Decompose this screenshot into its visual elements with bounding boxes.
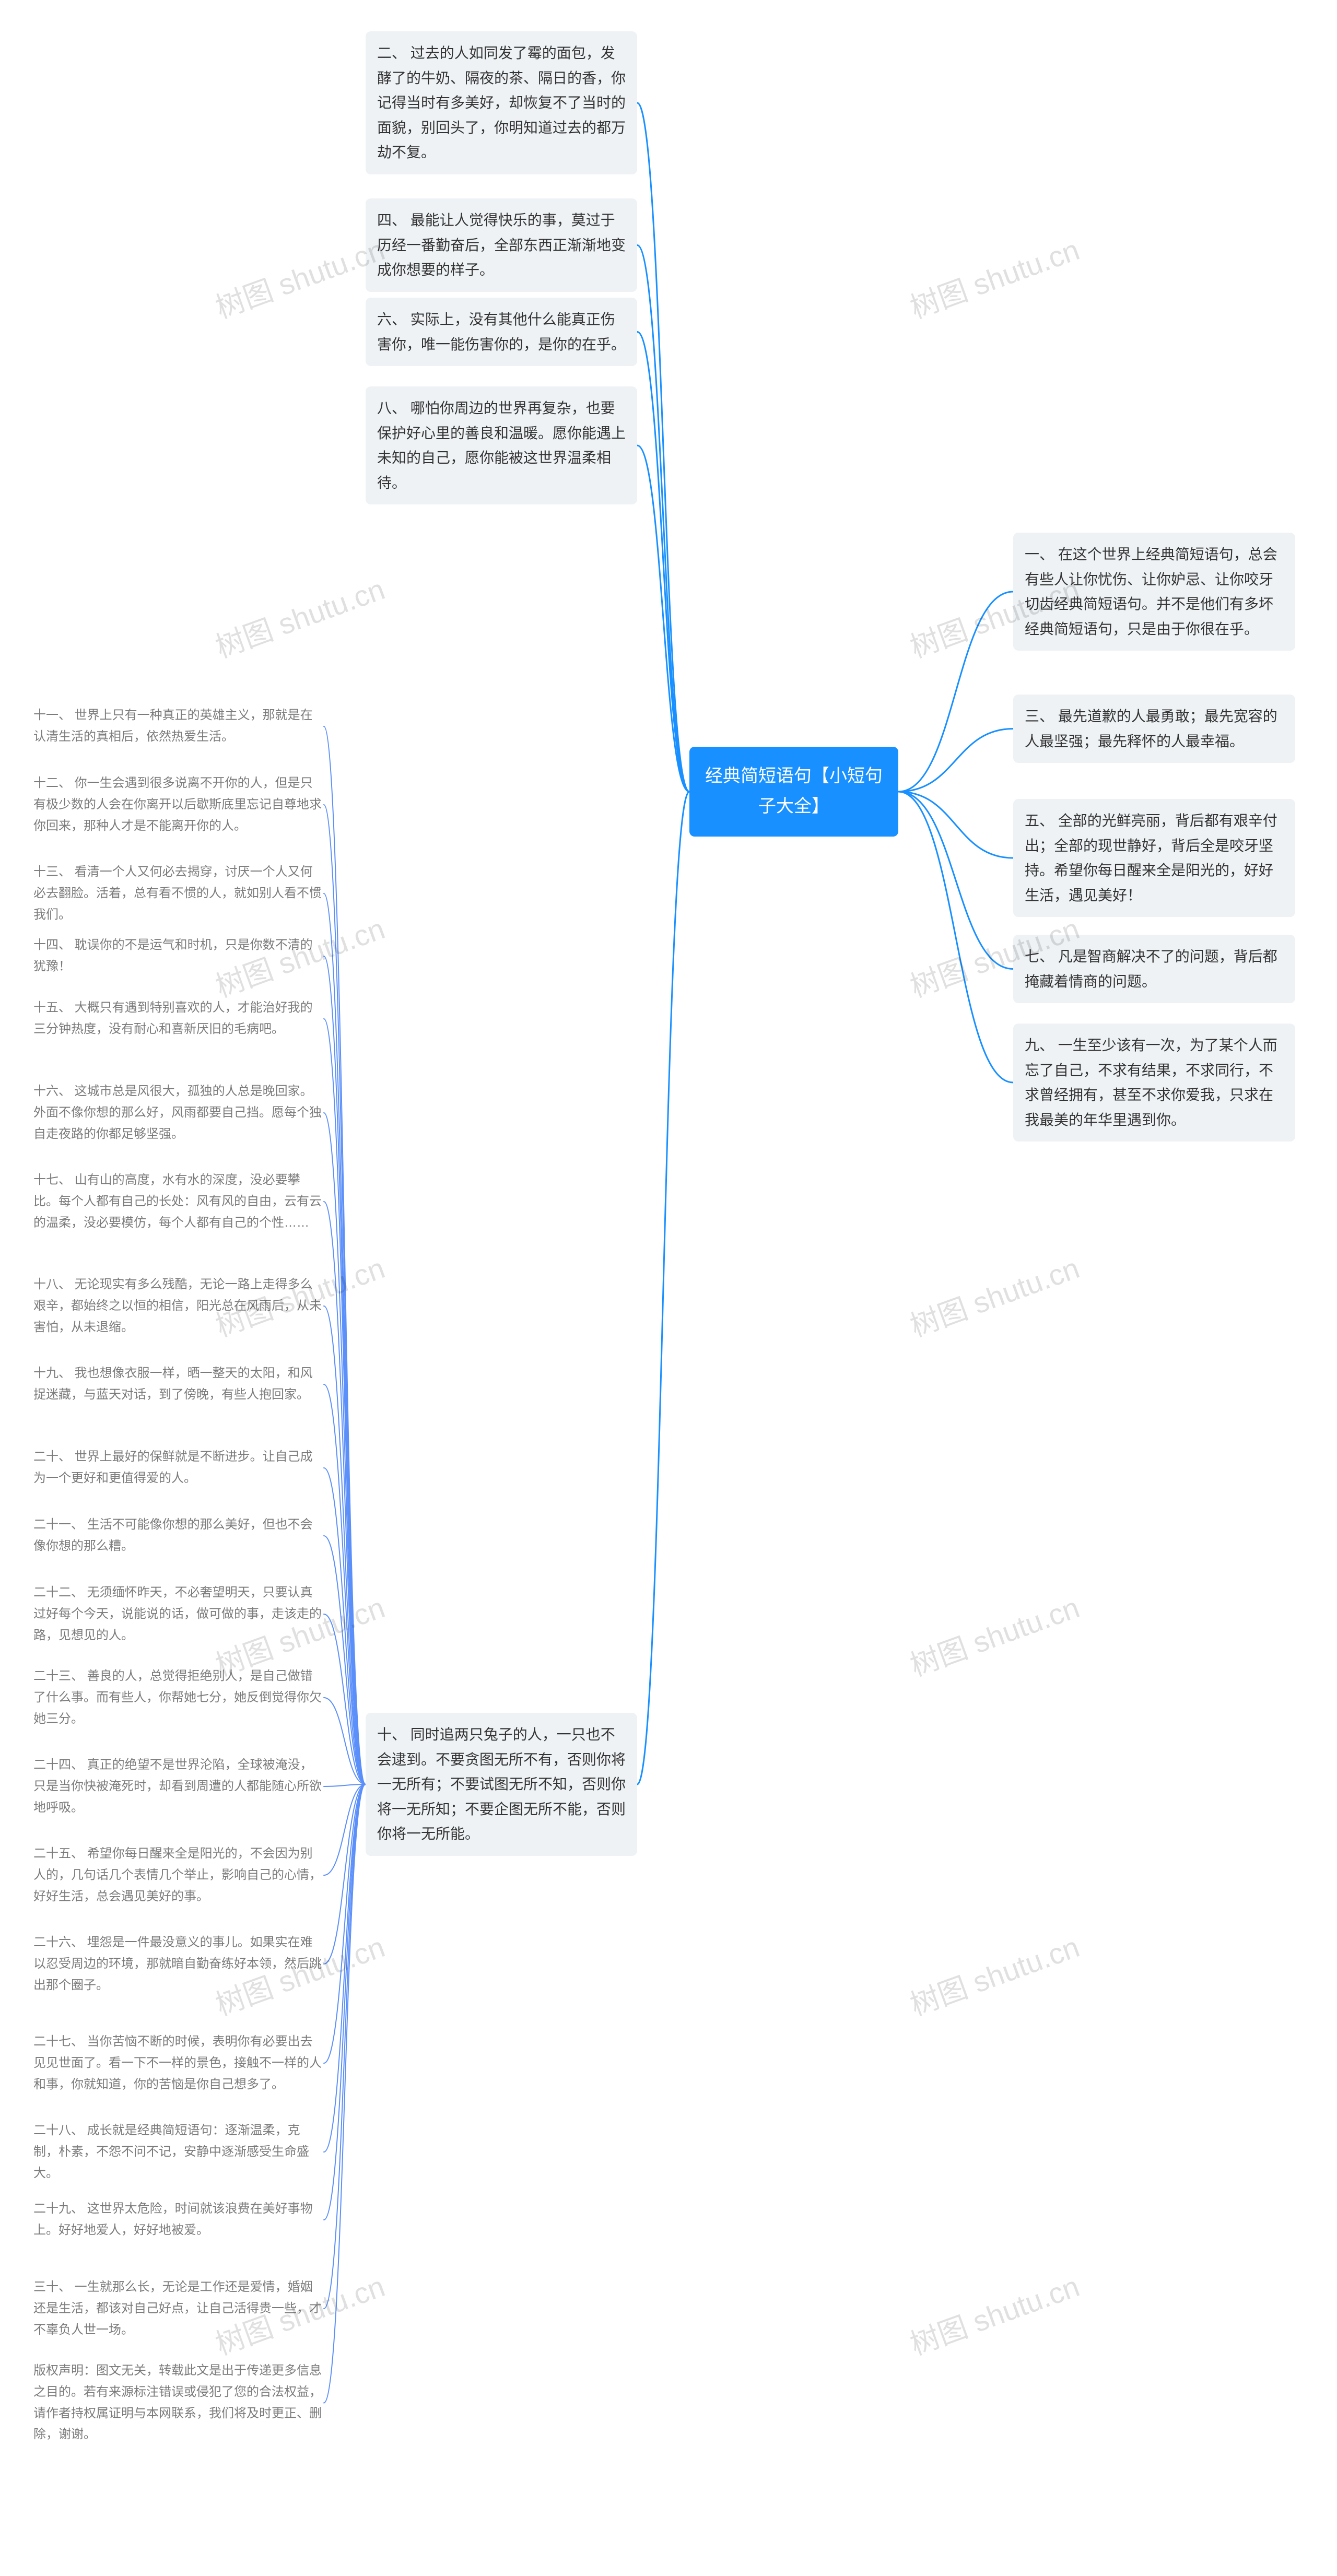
left-node-text: 十六、 这城市总是风很大，孤独的人总是晚回家。外面不像你想的那么好，风雨都要自己… — [33, 1084, 322, 1141]
center-title: 经典简短语句【小短句子大全】 — [705, 766, 883, 816]
left-node-text: 十五、 大概只有遇到特别喜欢的人，才能治好我的三分钟热度，没有耐心和喜新厌旧的毛… — [33, 1001, 313, 1036]
mid-node-text: 六、 实际上，没有其他什么能真正伤害你，唯一能伤害你的，是你的在乎。 — [377, 311, 626, 352]
left-node: 十二、 你一生会遇到很多说离不开你的人，但是只有极少数的人会在你离开以后歇斯底里… — [31, 768, 324, 842]
right-node: 七、 凡是智商解决不了的问题，背后都掩藏着情商的问题。 — [1013, 935, 1295, 1003]
mid-node: 二、 过去的人如同发了霉的面包，发酵了的牛奶、隔夜的茶、隔日的香，你记得当时有多… — [366, 31, 637, 174]
left-node-text: 二十九、 这世界太危险，时间就该浪费在美好事物上。好好地爱人，好好地被爱。 — [33, 2202, 313, 2237]
watermark: 树图 shutu.cn — [904, 227, 1085, 327]
left-node-text: 十一、 世界上只有一种真正的英雄主义，那就是在认清生活的真相后，依然热爱生活。 — [33, 708, 313, 744]
left-node: 二十七、 当你苦恼不断的时候，表明你有必要出去见见世面了。看一下不一样的景色，接… — [31, 2026, 324, 2100]
left-node-text: 十二、 你一生会遇到很多说离不开你的人，但是只有极少数的人会在你离开以后歇斯底里… — [33, 776, 322, 833]
right-node-text: 一、 在这个世界上经典简短语句，总会有些人让你忧伤、让你妒忌、让你咬牙切齿经典简… — [1025, 546, 1277, 637]
center-node: 经典简短语句【小短句子大全】 — [689, 747, 898, 837]
left-node: 十九、 我也想像衣服一样，晒一整天的太阳，和风捉迷藏，与蓝天对话，到了傍晚，有些… — [31, 1358, 324, 1411]
left-node: 版权声明：图文无关，转载此文是出于传递更多信息之目的。若有来源标注错误或侵犯了您… — [31, 2355, 324, 2451]
left-node-text: 二十一、 生活不可能像你想的那么美好，但也不会像你想的那么糟。 — [33, 1518, 313, 1553]
left-node: 十七、 山有山的高度，水有水的深度，没必要攀比。每个人都有自己的长处：风有风的自… — [31, 1165, 324, 1239]
mid-node-text: 二、 过去的人如同发了霉的面包，发酵了的牛奶、隔夜的茶、隔日的香，你记得当时有多… — [377, 45, 626, 160]
left-node: 二十五、 希望你每日醒来全是阳光的，不会因为别人的，几句话几个表情几个举止，影响… — [31, 1838, 324, 1912]
left-node: 二十二、 无须缅怀昨天，不必奢望明天，只要认真过好每个今天，说能说的话，做可做的… — [31, 1577, 324, 1651]
left-node: 二十一、 生活不可能像你想的那么美好，但也不会像你想的那么糟。 — [31, 1509, 324, 1562]
mid-node: 六、 实际上，没有其他什么能真正伤害你，唯一能伤害你的，是你的在乎。 — [366, 298, 637, 366]
watermark: 树图 shutu.cn — [904, 1584, 1085, 1685]
right-node-text: 五、 全部的光鲜亮丽，背后都有艰辛付出；全部的现世静好，背后全是咬牙坚持。希望你… — [1025, 813, 1277, 903]
left-node: 二十九、 这世界太危险，时间就该浪费在美好事物上。好好地爱人，好好地被爱。 — [31, 2193, 324, 2246]
left-node-text: 二十四、 真正的绝望不是世界沦陷，全球被淹没，只是当你快被淹死时，却看到周遭的人… — [33, 1758, 322, 1815]
left-node-text: 十七、 山有山的高度，水有水的深度，没必要攀比。每个人都有自己的长处：风有风的自… — [33, 1173, 322, 1230]
left-node-text: 二十六、 埋怨是一件最没意义的事儿。如果实在难以忍受周边的环境，那就暗自勤奋练好… — [33, 1935, 322, 1992]
left-node-text: 三十、 一生就那么长，无论是工作还是爱情，婚姻还是生活，都该对自己好点，让自己活… — [33, 2280, 322, 2337]
left-node: 十五、 大概只有遇到特别喜欢的人，才能治好我的三分钟热度，没有耐心和喜新厌旧的毛… — [31, 992, 324, 1045]
left-node: 十一、 世界上只有一种真正的英雄主义，那就是在认清生活的真相后，依然热爱生活。 — [31, 700, 324, 753]
watermark: 树图 shutu.cn — [209, 566, 390, 666]
left-node-text: 十八、 无论现实有多么残酷，无论一路上走得多么艰辛，都始终之以恒的相信，阳光总在… — [33, 1277, 322, 1334]
left-node-text: 十三、 看清一个人又何必去揭穿，讨厌一个人又何必去翻脸。活着，总有看不惯的人，就… — [33, 865, 322, 922]
left-node: 二十三、 善良的人，总觉得拒绝别人，是自己做错了什么事。而有些人，你帮她七分，她… — [31, 1661, 324, 1735]
mid-node-text: 八、 哪怕你周边的世界再复杂，也要保护好心里的善良和温暖。愿你能遇上未知的自己，… — [377, 400, 626, 491]
left-node-text: 二十八、 成长就是经典简短语句：逐渐温柔，克制，朴素，不怨不问不记，安静中逐渐感… — [33, 2123, 309, 2180]
left-node-text: 二十三、 善良的人，总觉得拒绝别人，是自己做错了什么事。而有些人，你帮她七分，她… — [33, 1669, 322, 1726]
mid-node: 四、 最能让人觉得快乐的事，莫过于历经一番勤奋后，全部东西正渐渐地变成你想要的样… — [366, 198, 637, 292]
left-node-text: 二十七、 当你苦恼不断的时候，表明你有必要出去见见世面了。看一下不一样的景色，接… — [33, 2034, 322, 2091]
left-node: 十六、 这城市总是风很大，孤独的人总是晚回家。外面不像你想的那么好，风雨都要自己… — [31, 1076, 324, 1150]
left-node-text: 十九、 我也想像衣服一样，晒一整天的太阳，和风捉迷藏，与蓝天对话，到了傍晚，有些… — [33, 1366, 313, 1402]
right-node-text: 七、 凡是智商解决不了的问题，背后都掩藏着情商的问题。 — [1025, 948, 1277, 990]
mid-node-text: 四、 最能让人觉得快乐的事，莫过于历经一番勤奋后，全部东西正渐渐地变成你想要的样… — [377, 212, 626, 278]
mid-node-text: 十、 同时追两只兔子的人，一只也不会逮到。不要贪图无所不有，否则你将一无所有；不… — [377, 1726, 626, 1842]
left-node: 十八、 无论现实有多么残酷，无论一路上走得多么艰辛，都始终之以恒的相信，阳光总在… — [31, 1269, 324, 1343]
right-node-text: 三、 最先道歉的人最勇敢；最先宽容的人最坚强；最先释怀的人最幸福。 — [1025, 708, 1277, 749]
right-node: 一、 在这个世界上经典简短语句，总会有些人让你忧伤、让你妒忌、让你咬牙切齿经典简… — [1013, 533, 1295, 651]
left-node-text: 二十、 世界上最好的保鲜就是不断进步。让自己成为一个更好和更值得爱的人。 — [33, 1450, 313, 1485]
watermark: 树图 shutu.cn — [904, 2263, 1085, 2363]
right-node: 九、 一生至少该有一次，为了某个人而忘了自己，不求有结果，不求同行，不求曾经拥有… — [1013, 1024, 1295, 1142]
right-node-text: 九、 一生至少该有一次，为了某个人而忘了自己，不求有结果，不求同行，不求曾经拥有… — [1025, 1037, 1277, 1128]
left-node: 三十、 一生就那么长，无论是工作还是爱情，婚姻还是生活，都该对自己好点，让自己活… — [31, 2272, 324, 2346]
mid-node: 八、 哪怕你周边的世界再复杂，也要保护好心里的善良和温暖。愿你能遇上未知的自己，… — [366, 386, 637, 504]
left-node-text: 二十五、 希望你每日醒来全是阳光的，不会因为别人的，几句话几个表情几个举止，影响… — [33, 1846, 322, 1903]
left-node-text: 版权声明：图文无关，转载此文是出于传递更多信息之目的。若有来源标注错误或侵犯了您… — [33, 2363, 322, 2441]
left-node: 十四、 耽误你的不是运气和时机，只是你数不清的犹豫！ — [31, 930, 324, 983]
watermark: 树图 shutu.cn — [904, 1924, 1085, 2024]
right-node: 三、 最先道歉的人最勇敢；最先宽容的人最坚强；最先释怀的人最幸福。 — [1013, 695, 1295, 763]
watermark: 树图 shutu.cn — [209, 227, 390, 327]
mid-node: 十、 同时追两只兔子的人，一只也不会逮到。不要贪图无所不有，否则你将一无所有；不… — [366, 1713, 637, 1856]
left-node: 二十六、 埋怨是一件最没意义的事儿。如果实在难以忍受周边的环境，那就暗自勤奋练好… — [31, 1927, 324, 2001]
left-node-text: 十四、 耽误你的不是运气和时机，只是你数不清的犹豫！ — [33, 938, 313, 973]
left-node: 十三、 看清一个人又何必去揭穿，讨厌一个人又何必去翻脸。活着，总有看不惯的人，就… — [31, 856, 324, 931]
left-node: 二十四、 真正的绝望不是世界沦陷，全球被淹没，只是当你快被淹死时，却看到周遭的人… — [31, 1749, 324, 1824]
right-node: 五、 全部的光鲜亮丽，背后都有艰辛付出；全部的现世静好，背后全是咬牙坚持。希望你… — [1013, 799, 1295, 917]
left-node: 二十、 世界上最好的保鲜就是不断进步。让自己成为一个更好和更值得爱的人。 — [31, 1441, 324, 1495]
left-node: 二十八、 成长就是经典简短语句：逐渐温柔，克制，朴素，不怨不问不记，安静中逐渐感… — [31, 2115, 324, 2189]
watermark: 树图 shutu.cn — [904, 1245, 1085, 1345]
left-node-text: 二十二、 无须缅怀昨天，不必奢望明天，只要认真过好每个今天，说能说的话，做可做的… — [33, 1585, 322, 1642]
